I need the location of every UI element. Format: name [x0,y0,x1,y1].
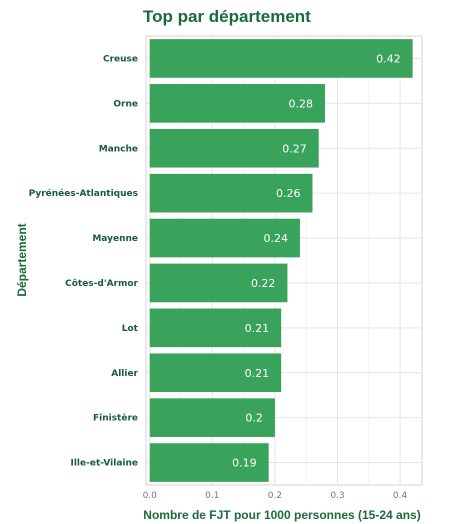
bar-value-label: 0.26 [276,187,301,200]
bar-value-label: 0.27 [282,142,307,155]
bar [149,39,413,78]
y-axis-title: Département [15,223,29,296]
plot-panel-border [145,35,423,486]
category-label: Ille-et-Vilaine [71,459,139,469]
bar [149,218,300,258]
category-label: Lot [122,324,139,334]
category-label: Mayenne [92,234,138,244]
category-label: Côtes-d'Armor [65,278,138,289]
bar-value-label: 0.42 [376,52,401,65]
x-tick-label: 0.1 [205,491,219,501]
bar [149,84,325,123]
chart-title: Top par département [143,7,311,26]
category-label: Creuse [103,54,138,64]
x-axis-title: Nombre de FJT pour 1000 personnes (15-24… [143,508,420,522]
bars [149,39,413,482]
bar [149,308,282,348]
bar-value-label: 0.2 [245,412,263,425]
bar-value-label: 0.22 [251,277,276,290]
x-tick-label: 0.4 [393,491,408,501]
x-tick-label: 0.2 [268,491,282,501]
bar [149,173,313,213]
bar-value-label: 0.21 [245,367,270,380]
bar [149,443,269,482]
bar-value-label: 0.28 [288,97,313,110]
bar [149,263,288,303]
labels: 0.0 0.1 0.2 0.3 0.4 0.42 Creuse 0.28 Orne 0.27 Man… [29,52,408,501]
category-label: Manche [99,144,138,154]
bar-value-label: 0.19 [232,457,257,470]
x-tick-label: 0.0 [143,491,158,501]
bar-value-label: 0.24 [263,232,288,245]
x-tick-label: 0.3 [330,491,344,501]
category-label: Pyrénées-Atlantiques [29,188,138,199]
bar-value-label: 0.21 [245,322,270,335]
category-label: Allier [111,369,138,379]
bar [149,353,282,393]
category-label: Finistère [93,413,138,424]
bar [149,128,319,168]
category-label: Orne [113,99,138,109]
bar [149,398,275,437]
